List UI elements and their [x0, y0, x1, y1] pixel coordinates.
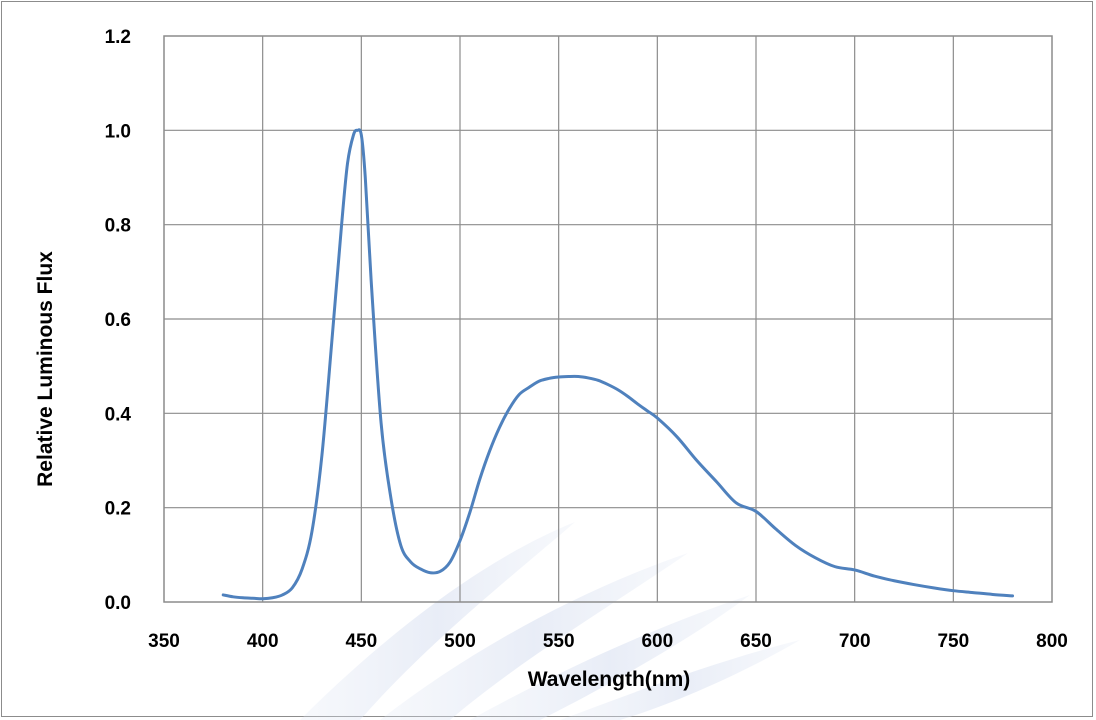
y-tick-label: 1.2: [105, 27, 131, 48]
y-axis-title: Relative Luminous Flux: [34, 251, 57, 487]
plot-area: [163, 35, 1053, 603]
y-tick-labels: 0.0 0.2 0.4 0.6 0.8 1.0 1.2: [105, 27, 132, 614]
x-tick-label: 600: [641, 631, 673, 652]
x-tick-label: 650: [740, 631, 772, 652]
y-tick-label: 0.2: [105, 499, 131, 520]
x-tick-label: 400: [247, 631, 279, 652]
x-tick-label: 350: [148, 631, 180, 652]
x-tick-label: 750: [937, 631, 969, 652]
y-tick-label: 0.6: [105, 310, 131, 331]
x-tick-label: 450: [345, 631, 377, 652]
y-tick-label: 0.0: [105, 593, 131, 614]
watermark-swooshes: [300, 522, 800, 720]
x-axis-title: Wavelength(nm): [528, 668, 691, 691]
gridlines: [164, 36, 1052, 602]
y-tick-label: 1.0: [105, 121, 131, 142]
series-line: [221, 128, 1015, 601]
x-tick-label: 500: [444, 631, 476, 652]
y-tick-label: 0.4: [105, 404, 132, 425]
x-tick-label: 550: [543, 631, 575, 652]
x-tick-labels: 350 400 450 500 550 600 650 700 750 800: [148, 631, 1068, 652]
x-tick-label: 800: [1036, 631, 1068, 652]
x-tick-label: 700: [839, 631, 871, 652]
y-tick-label: 0.8: [105, 216, 131, 237]
